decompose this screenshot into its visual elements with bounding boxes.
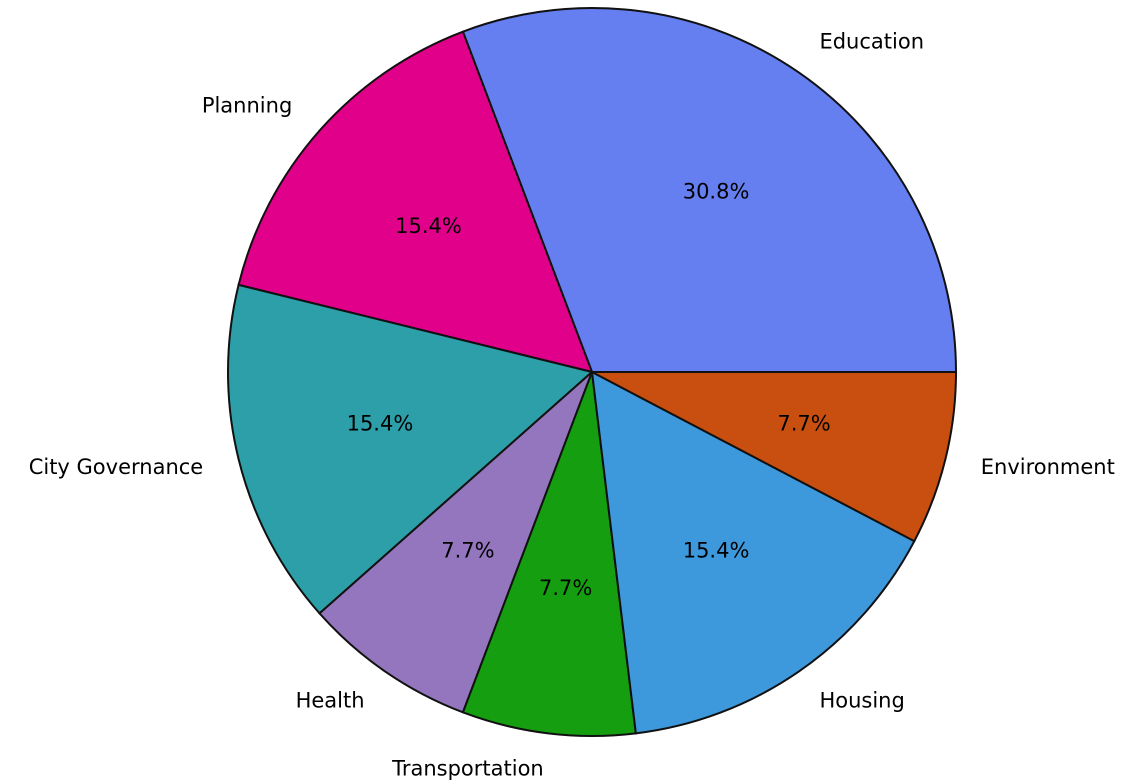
- slice-label: City Governance: [29, 455, 204, 479]
- slice-label: Transportation: [391, 756, 544, 780]
- value-label: 15.4%: [347, 411, 414, 435]
- pie-slice: [461, 371, 637, 737]
- pie-slice: [318, 371, 593, 714]
- value-label: 7.7%: [539, 576, 592, 600]
- slice-label: Planning: [202, 93, 292, 117]
- value-label: 7.7%: [777, 411, 830, 435]
- pie-slice: [227, 283, 595, 615]
- slice-label: Education: [819, 29, 924, 53]
- slice-label: Housing: [819, 689, 904, 713]
- pie-slice: [591, 371, 958, 543]
- slice-label: Environment: [981, 455, 1115, 479]
- slice-label: Health: [296, 689, 365, 713]
- value-label: 15.4%: [395, 214, 462, 238]
- pie-slice: [461, 7, 958, 373]
- pie-slice: [237, 30, 594, 374]
- pie-slice: [590, 370, 916, 735]
- value-label: 7.7%: [441, 539, 494, 563]
- value-label: 15.4%: [683, 539, 750, 563]
- value-label: 30.8%: [683, 179, 750, 203]
